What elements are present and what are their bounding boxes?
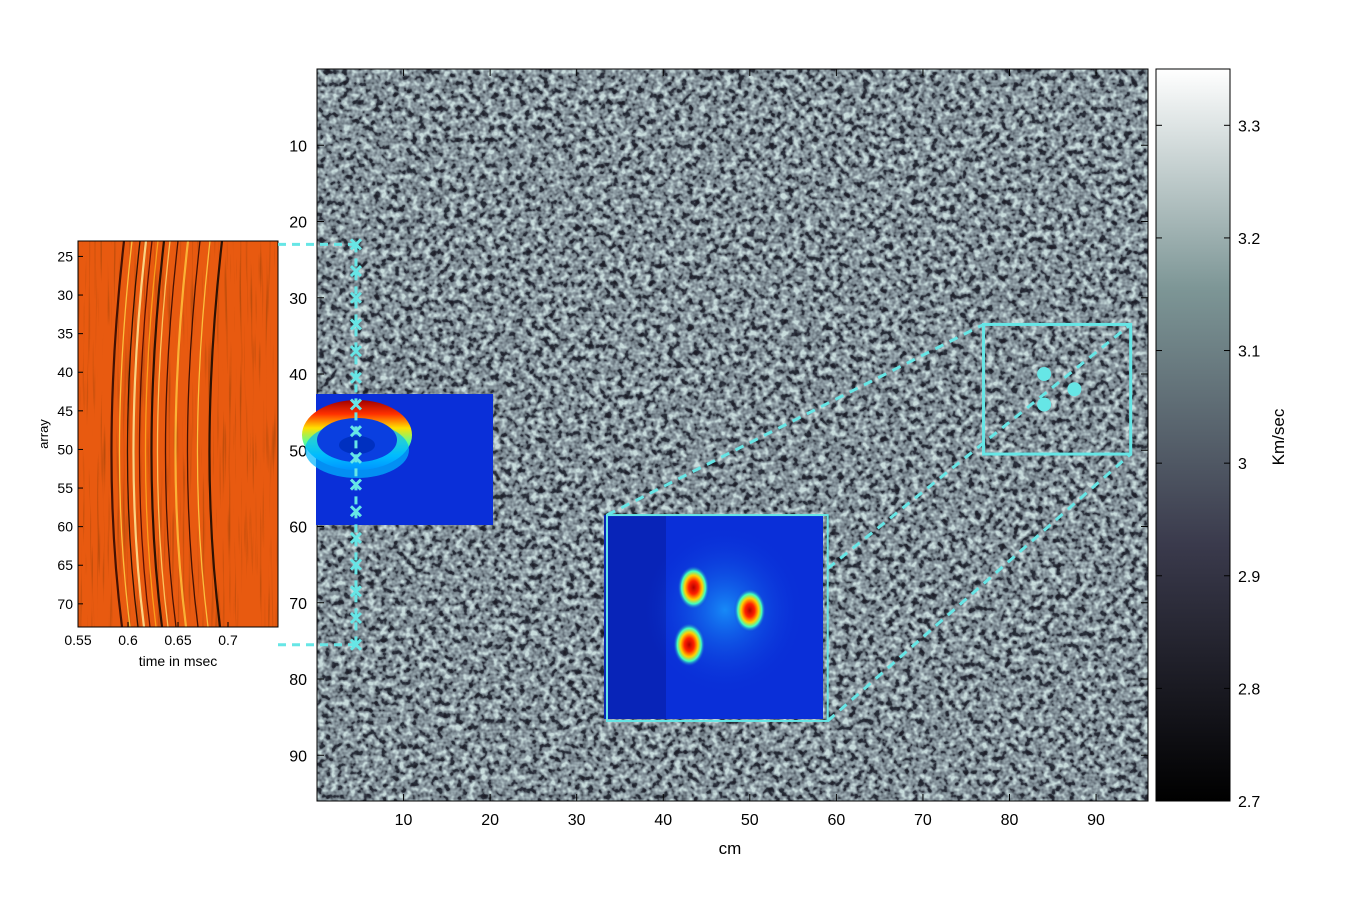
array-y-tick-label: 35 xyxy=(57,326,73,342)
reconstruction-peaks xyxy=(673,565,766,667)
y-tick-label: 20 xyxy=(289,215,307,232)
transducer-marker xyxy=(349,371,363,384)
transducer-marker xyxy=(349,451,363,464)
array-x-tick-label: 0.6 xyxy=(118,632,138,648)
array-data-y-label: array xyxy=(36,419,51,449)
x-tick-label: 40 xyxy=(654,812,672,829)
array-wavefront xyxy=(118,240,133,628)
array-wavefront xyxy=(164,240,179,628)
transducer-marker xyxy=(349,478,363,491)
colorbar xyxy=(1155,68,1231,802)
reconstruction-peak xyxy=(733,588,766,633)
zoom-connector xyxy=(826,323,1132,570)
array-y-tick-label: 30 xyxy=(57,287,73,303)
y-tick-label: 30 xyxy=(289,291,307,308)
array-wavefront xyxy=(138,240,153,628)
colorbar-tick-label: 3.2 xyxy=(1238,231,1260,248)
array-data-x-label: time in msec xyxy=(139,653,218,669)
array-data-y-ticks: 25 30 35 40 45 50 55 60 65 70 xyxy=(57,248,83,612)
array-y-tick-label: 60 xyxy=(57,519,73,535)
y-tick-label: 80 xyxy=(289,672,307,689)
array-y-tick-label: 55 xyxy=(57,480,73,496)
transducer-marker xyxy=(349,345,363,358)
array-wavefront xyxy=(156,240,171,628)
array-wavefront xyxy=(144,240,159,628)
y-tick-label: 50 xyxy=(289,443,307,460)
reconstruction-peak xyxy=(677,565,710,610)
source-ring-inset xyxy=(302,394,493,525)
transducer-marker xyxy=(349,611,363,625)
transducer-marker xyxy=(349,398,363,411)
array-wavefront xyxy=(126,240,141,628)
x-tick-label: 80 xyxy=(1001,812,1019,829)
colorbar-tick-label: 2.9 xyxy=(1238,569,1260,586)
transducer-marker xyxy=(349,291,363,304)
colorbar-tick-label: 3.3 xyxy=(1238,118,1260,135)
array-y-tick-label: 50 xyxy=(57,441,73,457)
colorbar-tick-label: 3.1 xyxy=(1238,344,1260,361)
array-wavefront xyxy=(186,240,201,628)
reconstruction-inset xyxy=(604,515,823,719)
array-wavefront xyxy=(132,240,148,628)
array-y-tick-label: 65 xyxy=(57,557,73,573)
inset-frame xyxy=(605,514,829,722)
target-point xyxy=(1067,382,1082,397)
transducer-marker xyxy=(349,505,363,518)
array-wavefront xyxy=(150,240,166,628)
array-data-plot xyxy=(77,240,279,628)
colorbar-tick-label: 2.8 xyxy=(1238,681,1260,698)
colorbar-ticks: 2.7 2.8 2.9 3 3.1 3.2 3.3 xyxy=(1156,118,1260,811)
array-y-tick-label: 70 xyxy=(57,596,73,612)
colorbar-label: Km/sec xyxy=(1269,408,1288,465)
array-wavefront xyxy=(208,240,224,628)
transducer-marker xyxy=(349,558,363,571)
y-tick-label: 70 xyxy=(289,596,307,613)
transducer-marker xyxy=(349,425,363,438)
annotations xyxy=(278,238,1133,723)
colorbar-tick-label: 2.7 xyxy=(1238,794,1260,811)
reconstruction-glow xyxy=(645,525,805,695)
array-wavefront xyxy=(196,240,211,628)
array-y-tick-label: 25 xyxy=(57,248,73,264)
x-tick-label: 50 xyxy=(741,812,759,829)
colorbar-tick-label: 3 xyxy=(1238,456,1247,473)
zoom-connector xyxy=(606,323,985,517)
y-tick-label: 90 xyxy=(289,748,307,765)
y-tick-label: 60 xyxy=(289,520,307,537)
array-data-stripes xyxy=(78,241,278,627)
x-tick-label: 20 xyxy=(481,812,499,829)
zoom-region-box xyxy=(982,322,1133,456)
velocity-map-x-ticks: 10 20 30 40 50 60 70 80 90 xyxy=(395,69,1105,829)
array-x-tick-label: 0.65 xyxy=(164,632,191,648)
array-x-tick-label: 0.55 xyxy=(64,632,91,648)
target-point xyxy=(1037,367,1052,381)
zoom-connector xyxy=(826,452,1132,723)
y-tick-label: 40 xyxy=(289,367,307,384)
array-wavefronts xyxy=(110,240,224,628)
array-data-x-ticks: 0.55 0.6 0.65 0.7 xyxy=(64,622,238,648)
x-tick-label: 70 xyxy=(914,812,932,829)
transducer-marker xyxy=(349,318,363,331)
array-wavefront xyxy=(110,240,126,628)
target-point xyxy=(1037,397,1052,412)
x-tick-label: 60 xyxy=(827,812,845,829)
array-x-tick-label: 0.7 xyxy=(218,632,238,648)
reconstruction-peak xyxy=(673,622,706,667)
velocity-map-x-label: cm xyxy=(719,839,742,858)
velocity-map xyxy=(316,68,1149,802)
x-tick-label: 30 xyxy=(568,812,586,829)
y-tick-label: 10 xyxy=(289,138,307,155)
array-y-tick-label: 45 xyxy=(57,403,73,419)
array-wavefront xyxy=(174,240,190,628)
transducer-marker xyxy=(349,531,363,544)
velocity-map-y-ticks: 10 20 30 40 50 60 70 80 90 xyxy=(289,138,1148,765)
transducer-marker xyxy=(349,265,363,278)
x-tick-label: 90 xyxy=(1087,812,1105,829)
x-tick-label: 10 xyxy=(395,812,413,829)
colorbar-gradient xyxy=(1155,68,1231,802)
array-y-tick-label: 40 xyxy=(57,364,73,380)
transducer-marker xyxy=(349,585,363,598)
